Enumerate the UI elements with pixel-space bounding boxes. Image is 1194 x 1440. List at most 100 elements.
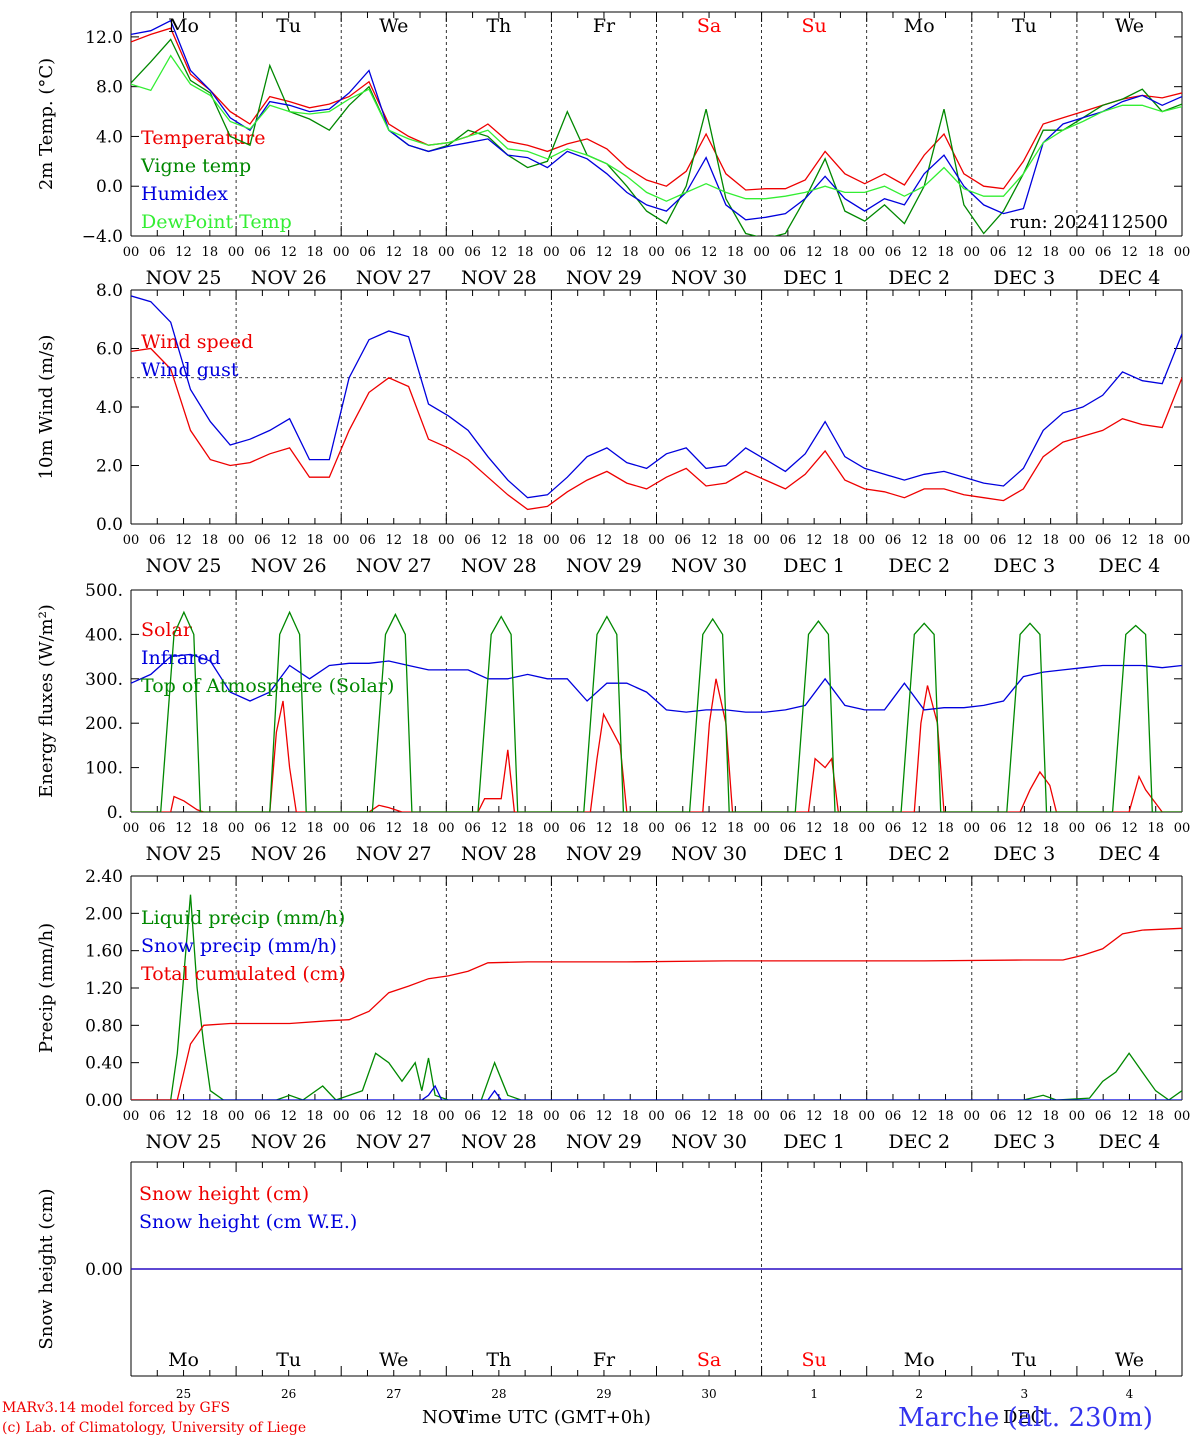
- hour-label: 00: [228, 821, 245, 836]
- series-line: [131, 295, 1182, 499]
- legend-entry: Snow precip (mm/h): [141, 935, 337, 957]
- series-line: [131, 610, 1182, 812]
- legend-entry: Total cumulated (cm): [141, 963, 346, 985]
- hour-label: 12: [1016, 245, 1033, 260]
- hour-label: 18: [727, 821, 744, 836]
- month-right: DEC: [1003, 1407, 1044, 1428]
- y-tick-label: 1.60: [85, 942, 123, 962]
- day-number: 28: [491, 1387, 506, 1401]
- hour-label: 12: [596, 245, 613, 260]
- date-label: NOV 28: [461, 1131, 537, 1153]
- location-title: Marche (alt. 230m): [898, 1403, 1153, 1433]
- y-tick-label: 200.: [85, 714, 123, 734]
- hour-label: 12: [701, 821, 718, 836]
- date-label: DEC 4: [1099, 1131, 1161, 1153]
- hour-label: 06: [675, 533, 692, 548]
- hour-label: 12: [1121, 1109, 1138, 1124]
- date-label: NOV 30: [671, 267, 747, 289]
- hour-label: 00: [1069, 1109, 1086, 1124]
- hour-label: 12: [911, 245, 928, 260]
- y-axis-label: 2m Temp. (°C): [36, 58, 57, 190]
- y-axis-label: 10m Wind (m/s): [36, 335, 57, 480]
- hour-label: 12: [596, 821, 613, 836]
- date-label: DEC 2: [888, 843, 950, 865]
- day-name: Tu: [276, 15, 301, 37]
- date-label: NOV 27: [356, 555, 432, 577]
- hour-label: 00: [753, 821, 770, 836]
- date-label: DEC 3: [993, 267, 1055, 289]
- hour-label: 12: [806, 533, 823, 548]
- day-name: We: [1115, 15, 1144, 37]
- date-label: NOV 25: [146, 843, 222, 865]
- hour-label: 12: [701, 245, 718, 260]
- date-label: DEC 4: [1099, 555, 1161, 577]
- hour-label: 18: [1042, 1109, 1059, 1124]
- y-tick-label: 0.80: [85, 1016, 123, 1036]
- hour-label: 06: [464, 821, 481, 836]
- hour-label: 06: [780, 1109, 797, 1124]
- date-label: NOV 25: [146, 1131, 222, 1153]
- hour-label: 12: [385, 533, 402, 548]
- y-tick-label: 0.0: [96, 177, 123, 197]
- date-label: NOV 30: [671, 555, 747, 577]
- hour-label: 12: [1016, 533, 1033, 548]
- y-tick-label: −4.0: [82, 227, 123, 247]
- hour-label: 00: [1069, 245, 1086, 260]
- y-tick-label: 1.20: [85, 979, 123, 999]
- date-label: DEC 3: [993, 555, 1055, 577]
- date-label: NOV 29: [566, 1131, 642, 1153]
- hour-label: 18: [727, 533, 744, 548]
- hour-label: 18: [412, 245, 429, 260]
- day-name: We: [379, 1349, 408, 1371]
- date-label: NOV 26: [251, 1131, 327, 1153]
- hour-label: 12: [1121, 245, 1138, 260]
- hour-label: 06: [359, 245, 376, 260]
- day-name: Th: [486, 15, 511, 37]
- hour-label: 12: [911, 1109, 928, 1124]
- hour-label: 06: [675, 1109, 692, 1124]
- panel-5: 0.00 Snow height (cm) Snow height (cm) Snow…: [36, 1161, 1183, 1401]
- hour-label: 06: [359, 533, 376, 548]
- hour-label: 06: [780, 533, 797, 548]
- hour-label: 00: [438, 533, 455, 548]
- hour-label: 00: [543, 1109, 560, 1124]
- hour-label: 00: [438, 821, 455, 836]
- hour-label: 12: [1121, 821, 1138, 836]
- series-line: [131, 678, 1182, 812]
- hour-label: 06: [464, 1109, 481, 1124]
- panel-1: 12.0 8.0 4.0 0.0 −4.0 2m Temp. (°C) Temperatur…: [36, 11, 1190, 289]
- hour-label: 12: [280, 821, 297, 836]
- hour-label: 06: [569, 245, 586, 260]
- hour-label: 12: [596, 533, 613, 548]
- hour-label: 00: [858, 1109, 875, 1124]
- hour-label: 18: [517, 533, 534, 548]
- hour-label: 18: [727, 1109, 744, 1124]
- series-line: [131, 894, 1182, 1100]
- hour-label: 00: [753, 1109, 770, 1124]
- hour-label: 12: [701, 533, 718, 548]
- hour-label: 18: [202, 821, 219, 836]
- hour-label: 12: [491, 1109, 508, 1124]
- hour-label: 12: [280, 1109, 297, 1124]
- hour-label: 06: [569, 533, 586, 548]
- y-tick-label: 500.: [85, 581, 123, 601]
- date-label: NOV 26: [251, 267, 327, 289]
- legend-entry: Snow height (cm W.E.): [139, 1211, 357, 1233]
- hour-label: 18: [307, 1109, 324, 1124]
- panels: 12.08.04.00.0−4.02m Temp. (°C) Temperatur…: [36, 11, 1190, 1401]
- day-name: Sa: [697, 1349, 721, 1371]
- y-tick-label: 400.: [85, 625, 123, 645]
- hour-label: 12: [175, 533, 192, 548]
- hour-label: 18: [202, 245, 219, 260]
- hour-label: 18: [517, 245, 534, 260]
- day-name: Mo: [904, 1349, 935, 1371]
- series-line: [131, 19, 1182, 221]
- series-line: [131, 927, 1182, 1100]
- hour-label: 06: [464, 245, 481, 260]
- hour-label: 06: [885, 245, 902, 260]
- series-line: [131, 54, 1182, 202]
- y-axis-label: Snow height (cm): [36, 1188, 57, 1349]
- hour-label: 12: [385, 245, 402, 260]
- date-label: DEC 2: [888, 1131, 950, 1153]
